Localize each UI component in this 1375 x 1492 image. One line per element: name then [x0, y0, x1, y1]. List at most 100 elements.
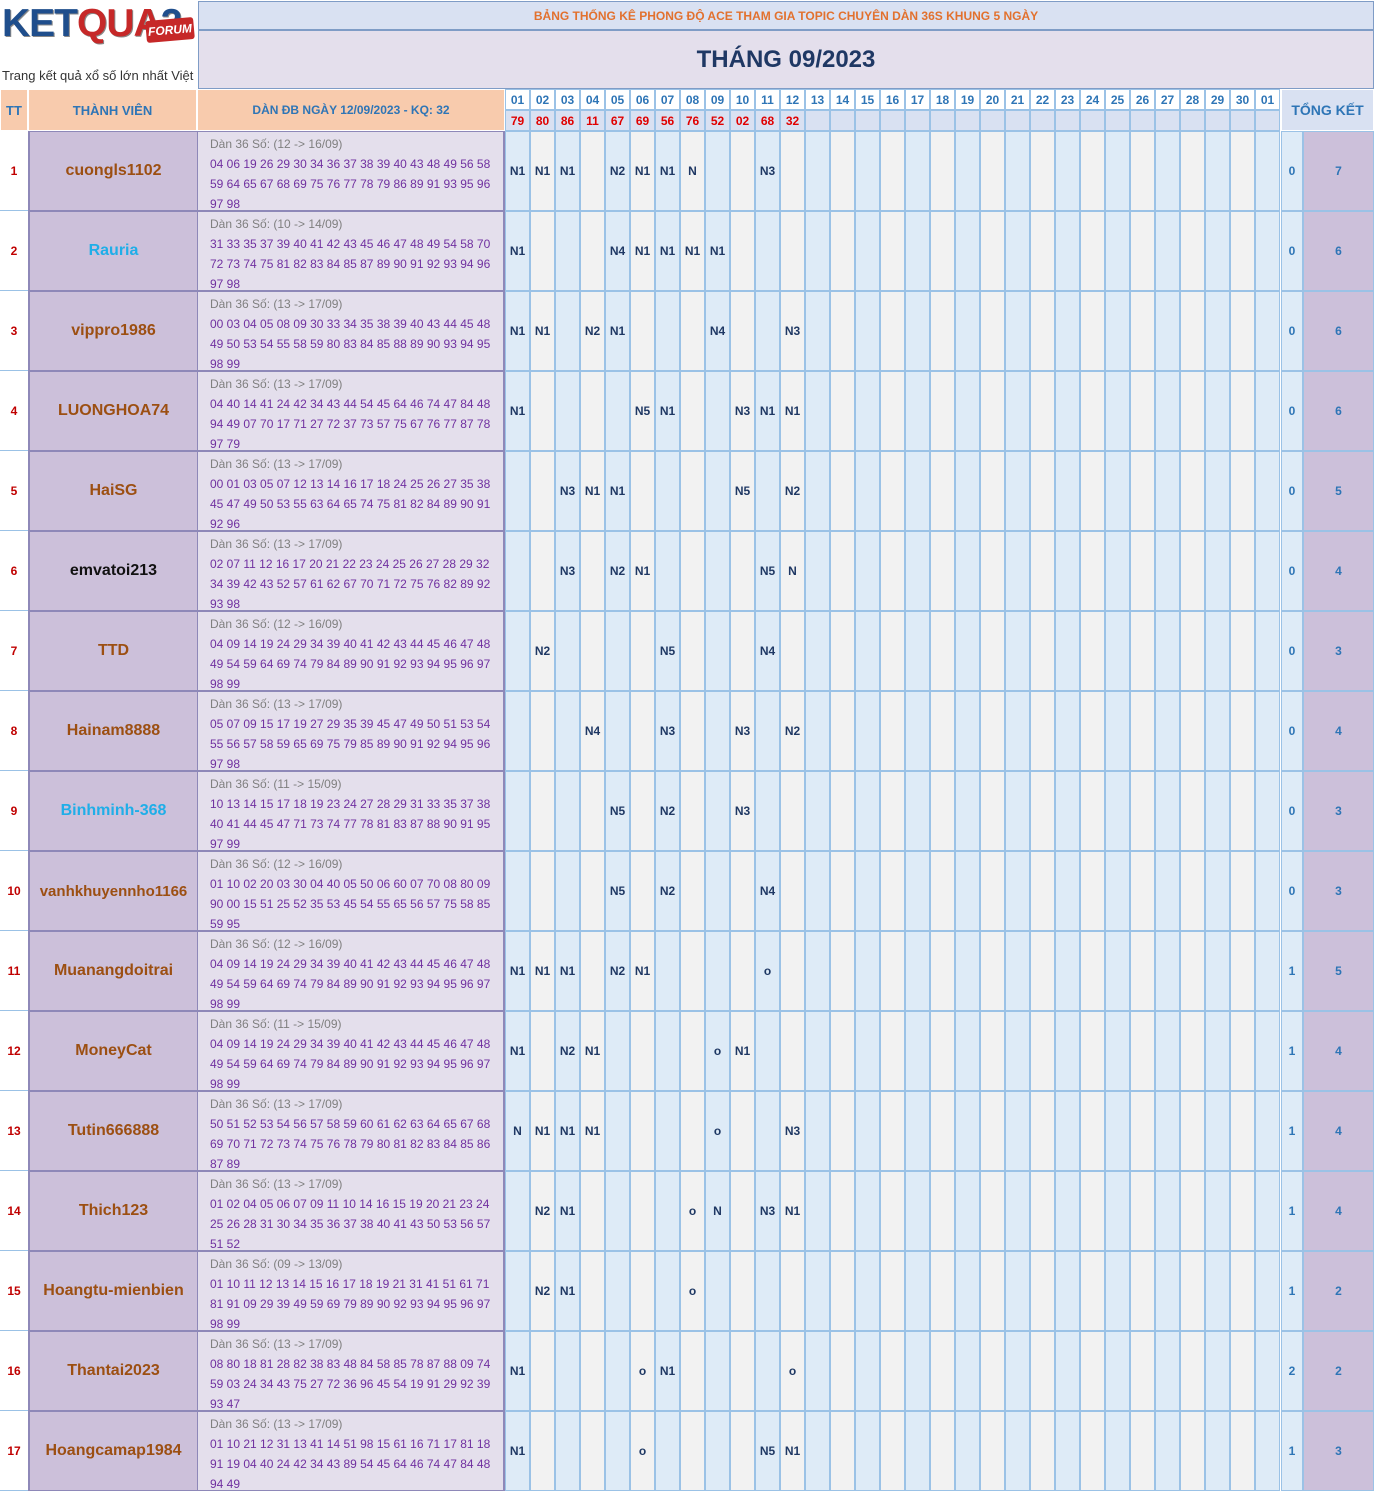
day-mark: N2	[605, 531, 630, 611]
day-mark	[1030, 1091, 1055, 1171]
day-mark	[1005, 1091, 1030, 1171]
day-mark	[930, 1171, 955, 1251]
day-mark	[930, 131, 955, 211]
day-mark	[1055, 691, 1080, 771]
member-name[interactable]: vanhkhuyennho1166	[28, 851, 197, 931]
result-number: 56	[655, 110, 680, 131]
dan-range: Dàn 36 Số: (13 -> 17/09)	[210, 1177, 343, 1191]
day-mark	[855, 1011, 880, 1091]
day-mark	[855, 611, 880, 691]
member-name[interactable]: Hoangtu-mienbien	[28, 1251, 197, 1331]
day-mark	[930, 931, 955, 1011]
summary-first: 0	[1281, 611, 1303, 691]
member-name[interactable]: Hoangcamap1984	[28, 1411, 197, 1491]
header-dan: DÀN ĐB NGÀY 12/09/2023 - KQ: 32	[197, 89, 505, 131]
day-mark	[1180, 851, 1205, 931]
day-header: 05	[605, 89, 630, 110]
day-mark: N	[680, 131, 705, 211]
member-name[interactable]: LUONGHOA74	[28, 371, 197, 451]
day-mark	[930, 1091, 955, 1171]
day-mark	[905, 931, 930, 1011]
dan-range: Dàn 36 Số: (12 -> 16/09)	[210, 937, 343, 951]
member-name[interactable]: MoneyCat	[28, 1011, 197, 1091]
day-mark	[1105, 691, 1130, 771]
day-mark: N1	[655, 371, 680, 451]
day-mark	[980, 691, 1005, 771]
day-mark	[1080, 691, 1105, 771]
member-name[interactable]: TTD	[28, 611, 197, 691]
day-mark	[505, 1251, 530, 1331]
day-mark	[580, 1411, 605, 1491]
logo-forum-badge: FORUM	[145, 16, 195, 44]
day-mark	[555, 1331, 580, 1411]
day-mark: N3	[780, 1091, 805, 1171]
day-mark	[1080, 1011, 1105, 1091]
summary-first: 0	[1281, 291, 1303, 371]
row-number: 13	[0, 1091, 28, 1171]
dan-number-list: 05 07 09 15 17 19 27 29 35 39 45 47 49 5…	[210, 717, 491, 771]
row-number: 2	[0, 211, 28, 291]
member-name[interactable]: cuongls1102	[28, 131, 197, 211]
day-mark	[1130, 291, 1155, 371]
day-mark	[805, 851, 830, 931]
member-name[interactable]: emvatoi213	[28, 531, 197, 611]
day-mark	[1030, 771, 1055, 851]
day-mark	[830, 611, 855, 691]
day-mark: N1	[630, 531, 655, 611]
day-mark	[1255, 131, 1280, 211]
day-mark: N1	[655, 131, 680, 211]
day-mark	[980, 291, 1005, 371]
member-name[interactable]: Hainam8888	[28, 691, 197, 771]
day-mark	[1055, 1171, 1080, 1251]
day-mark	[580, 1331, 605, 1411]
day-mark	[880, 1091, 905, 1171]
dan-number-list: 01 02 04 05 06 07 09 11 10 14 16 15 19 2…	[210, 1197, 491, 1251]
day-mark: o	[680, 1251, 705, 1331]
day-mark	[1105, 1331, 1130, 1411]
day-mark	[1005, 1171, 1030, 1251]
member-name[interactable]: Rauria	[28, 211, 197, 291]
day-mark	[1130, 1091, 1155, 1171]
day-mark: N4	[755, 851, 780, 931]
day-mark	[655, 931, 680, 1011]
result-number	[1230, 110, 1255, 131]
day-mark	[1105, 931, 1130, 1011]
day-mark	[1105, 611, 1130, 691]
day-mark: o	[755, 931, 780, 1011]
day-mark	[1105, 1011, 1130, 1091]
day-header: 27	[1155, 89, 1180, 110]
day-header: 29	[1205, 89, 1230, 110]
member-name[interactable]: Tutin666888	[28, 1091, 197, 1171]
day-mark	[980, 1331, 1005, 1411]
day-mark: N2	[530, 1251, 555, 1331]
day-header: 22	[1030, 89, 1055, 110]
site-logo[interactable]: KETQUA2 FORUM Trang kết quả xổ số lớn nh…	[0, 0, 224, 88]
day-mark	[930, 1411, 955, 1491]
day-mark	[980, 771, 1005, 851]
day-mark	[830, 691, 855, 771]
day-mark	[730, 291, 755, 371]
day-mark	[1055, 371, 1080, 451]
dan-range: Dàn 36 Số: (09 -> 13/09)	[210, 1257, 343, 1271]
member-name[interactable]: Muanangdoitrai	[28, 931, 197, 1011]
day-mark	[930, 1331, 955, 1411]
day-mark	[1030, 531, 1055, 611]
day-mark	[505, 451, 530, 531]
day-mark	[1205, 451, 1230, 531]
member-name[interactable]: HaiSG	[28, 451, 197, 531]
row-number: 8	[0, 691, 28, 771]
result-number: 32	[780, 110, 805, 131]
member-name[interactable]: Thich123	[28, 1171, 197, 1251]
member-name[interactable]: Thantai2023	[28, 1331, 197, 1411]
day-mark	[880, 691, 905, 771]
day-mark	[905, 1411, 930, 1491]
day-header: 30	[1230, 89, 1255, 110]
day-mark	[730, 1331, 755, 1411]
day-mark	[1255, 1091, 1280, 1171]
day-mark	[530, 451, 555, 531]
day-header: 25	[1105, 89, 1130, 110]
member-name[interactable]: Binhminh-368	[28, 771, 197, 851]
member-name[interactable]: vippro1986	[28, 291, 197, 371]
day-mark	[830, 371, 855, 451]
day-mark	[955, 851, 980, 931]
